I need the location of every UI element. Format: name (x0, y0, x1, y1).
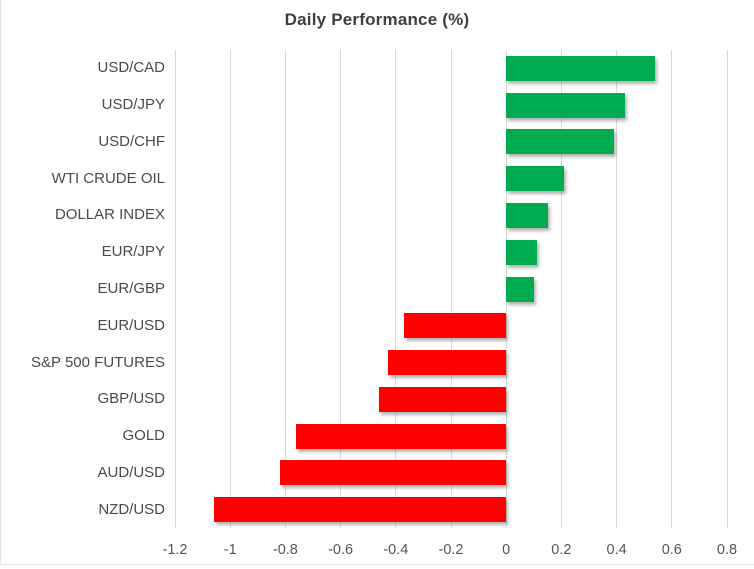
x-tick-label-0p4: 0.4 (606, 542, 627, 558)
gridline-0p2 (560, 50, 562, 528)
bar-s-p-500-futures (387, 350, 507, 376)
x-tick-label-0p2: 0.2 (551, 542, 572, 558)
x-tick-label--0p4: -0.4 (383, 542, 409, 558)
category-label-gbp-usd: GBP/USD (97, 390, 165, 408)
x-tick-label--0p2: -0.2 (438, 542, 464, 558)
gridline--1p2 (174, 50, 176, 528)
gridline--1 (229, 50, 231, 528)
bar-nzd-usd (213, 497, 507, 523)
category-label-nzd-usd: NZD/USD (98, 500, 165, 518)
bar-wti-crude-oil (506, 166, 565, 192)
gridline--0p6 (340, 50, 342, 528)
bar-aud-usd (279, 460, 507, 486)
x-tick-label--1p2: -1.2 (162, 542, 188, 558)
x-tick-label-0p8: 0.8 (716, 542, 738, 558)
x-tick-label--0p6: -0.6 (328, 542, 354, 558)
category-label-s-p-500-futures: S&P 500 FUTURES (31, 353, 165, 371)
category-label-usd-jpy: USD/JPY (101, 96, 165, 114)
category-label-usd-chf: USD/CHF (98, 132, 165, 150)
gridline--0p2 (450, 50, 452, 528)
x-tick-label-0: 0 (502, 542, 511, 558)
bar-gold (296, 423, 507, 449)
bar-gbp-usd (379, 386, 507, 412)
category-label-aud-usd: AUD/USD (97, 463, 165, 481)
gridline-0p4 (616, 50, 618, 528)
category-label-eur-jpy: EUR/JPY (101, 243, 165, 261)
category-label-eur-usd: EUR/USD (97, 316, 165, 334)
chart-bottom-border (0, 564, 754, 565)
chart-title: Daily Performance (%) (284, 10, 470, 29)
gridline-0p8 (726, 50, 728, 528)
gridline-0p6 (671, 50, 673, 528)
bar-eur-jpy (506, 239, 537, 265)
bar-dollar-index (506, 202, 548, 228)
gridline--0p8 (284, 50, 286, 528)
gridline--0p4 (395, 50, 397, 528)
bar-usd-jpy (506, 92, 625, 118)
bar-usd-cad (506, 55, 656, 81)
x-tick-label--0p8: -0.8 (272, 542, 298, 558)
category-label-eur-gbp: EUR/GBP (97, 280, 165, 297)
bar-usd-chf (506, 129, 614, 155)
bar-eur-gbp (506, 276, 534, 302)
x-tick-label--1: -1 (223, 542, 237, 558)
category-label-dollar-index: DOLLAR INDEX (54, 206, 165, 224)
category-label-gold: GOLD (122, 427, 165, 445)
bar-eur-usd (404, 313, 507, 339)
category-label-usd-cad: USD/CAD (97, 59, 165, 77)
x-tick-label-0p6: 0.6 (661, 542, 682, 558)
category-label-wti-crude-oil: WTI CRUDE OIL (51, 169, 165, 187)
chart-left-border (0, 0, 1, 565)
